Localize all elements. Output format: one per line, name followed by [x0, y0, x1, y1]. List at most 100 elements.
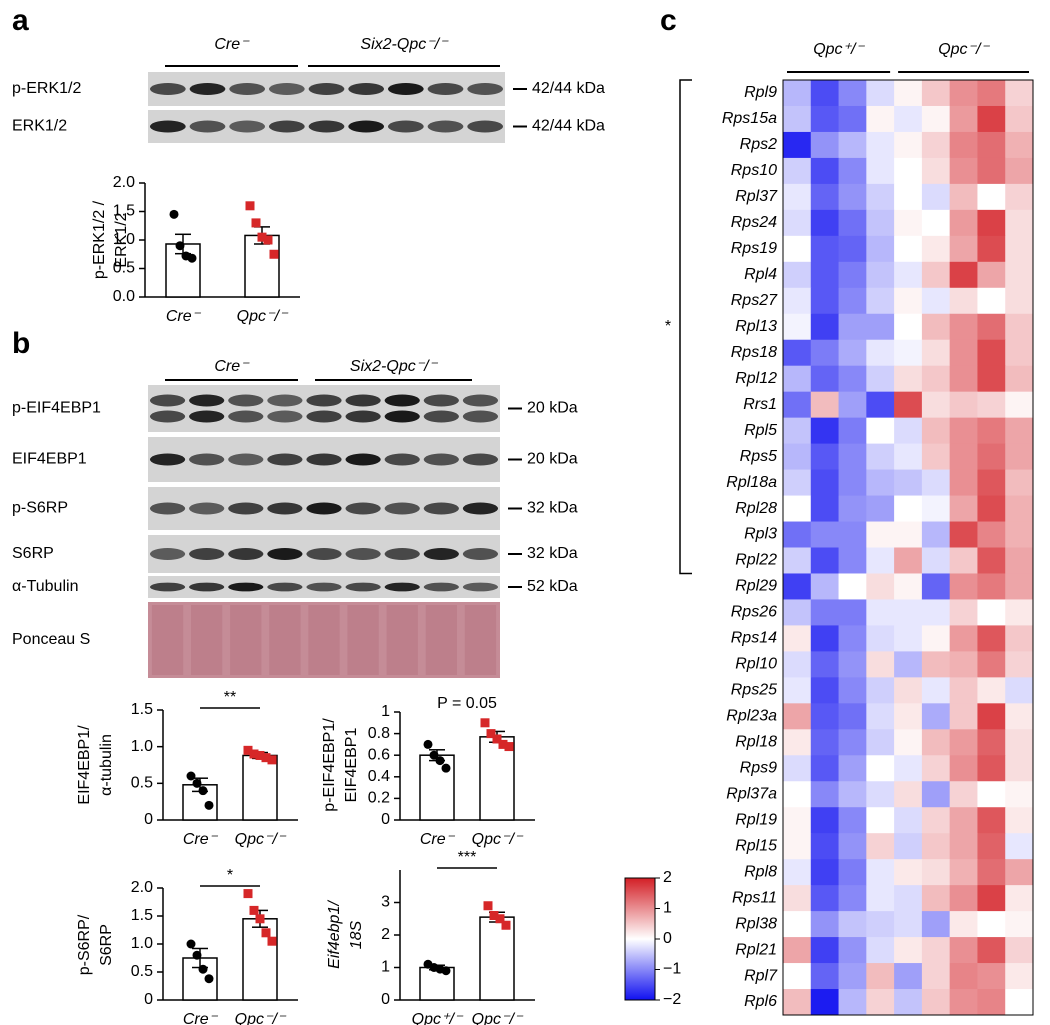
heatmap-cell: [783, 261, 812, 289]
blot-band: [149, 502, 186, 515]
heatmap-cell: [894, 417, 923, 445]
heatmap-cell: [783, 651, 812, 678]
heatmap-cell: [949, 937, 978, 964]
heatmap-cell: [810, 391, 840, 419]
heatmap-cell: [838, 339, 867, 367]
heatmap-cell: [783, 495, 812, 523]
heatmap-cell: [866, 157, 895, 185]
blot-image: [148, 602, 500, 678]
data-point: [489, 911, 499, 920]
heatmap-cell: [894, 105, 923, 133]
x-tick-label: Cre⁻: [420, 831, 456, 848]
group-label: Qpc⁺/⁻: [813, 41, 865, 58]
heatmap-cell: [921, 781, 951, 808]
heatmap-cell: [866, 391, 895, 419]
data-point: [187, 253, 197, 263]
heatmap-cell: [977, 781, 1006, 808]
heatmap-cell: [866, 261, 895, 289]
blot-band: [306, 502, 342, 515]
heatmap-cell: [783, 833, 812, 860]
heatmap-cell: [810, 599, 840, 626]
heatmap-cell: [783, 963, 812, 990]
heatmap-cell: [783, 677, 812, 704]
row-label: Rpl7: [744, 967, 778, 984]
heatmap-cell: [977, 131, 1006, 159]
row-label: Rpl22: [735, 552, 777, 569]
blot-band: [228, 453, 264, 466]
data-point: [263, 235, 273, 245]
heatmap-cell: [1005, 339, 1034, 367]
y-tick-label: 0: [144, 991, 153, 1008]
heatmap-cell: [921, 807, 951, 834]
blot-band: [423, 394, 459, 407]
heatmap-cell: [810, 937, 840, 964]
heatmap-cell: [866, 313, 895, 341]
colorbar: [624, 877, 656, 1001]
data-point: [504, 742, 514, 752]
heatmap-cell: [1005, 443, 1034, 471]
heatmap-cell: [949, 625, 978, 652]
heatmap-cell: [1005, 521, 1034, 548]
row-label: Rpl23a: [726, 708, 777, 725]
y-tick-label: 0.8: [368, 725, 390, 742]
heatmap-cell: [949, 963, 978, 990]
data-point: [441, 966, 451, 976]
group-label: Six2-Qpc⁻/⁻: [360, 36, 449, 53]
heatmap-cell: [1005, 365, 1034, 393]
heatmap-cell: [866, 105, 895, 133]
blot-band: [423, 548, 459, 560]
heatmap-cell: [977, 963, 1006, 990]
heatmap-cell: [894, 313, 923, 341]
heatmap-cell: [1005, 963, 1034, 990]
heatmap-cell: [949, 781, 978, 808]
heatmap-cell: [949, 573, 978, 600]
y-tick-label: 0: [381, 991, 390, 1008]
heatmap-cell: [810, 729, 840, 756]
heatmap-cell: [921, 287, 951, 315]
heatmap-cell: [810, 651, 840, 678]
y-axis-label: Eif4ebp1/: [326, 900, 343, 969]
heatmap-cell: [810, 495, 840, 523]
heatmap-cell: [894, 937, 923, 964]
heatmap-cell: [921, 391, 951, 419]
heatmap-cell: [894, 235, 923, 263]
heatmap-cell: [977, 755, 1006, 782]
blot-band: [228, 582, 264, 592]
y-tick-label: 0.5: [131, 963, 153, 980]
y-axis-label: p-ERK1/2 /: [91, 200, 108, 279]
heatmap-cell: [977, 573, 1006, 600]
heatmap-cell: [866, 287, 895, 315]
heatmap-cell: [810, 287, 840, 315]
size-label: 42/44 kDa: [532, 80, 605, 97]
heatmap-cell: [1005, 157, 1034, 185]
y-tick-label: 0: [144, 811, 153, 828]
heatmap-cell: [1005, 80, 1034, 107]
blot-band: [423, 453, 459, 466]
data-point: [483, 901, 493, 911]
heatmap-cell: [977, 157, 1006, 185]
y-tick-label: 1.0: [131, 935, 153, 952]
x-tick-label: Qpc⁺/⁻: [412, 1011, 464, 1025]
group-label: Six2-Qpc⁻/⁻: [350, 358, 439, 375]
blot-label: α-Tubulin: [12, 578, 78, 595]
row-label: Rps24: [731, 214, 777, 231]
heatmap-cell: [1005, 729, 1034, 756]
heatmap-cell: [977, 339, 1006, 367]
heatmap-cell: [783, 937, 812, 964]
blot-band: [228, 394, 264, 407]
y-tick-label: 0.2: [368, 790, 390, 807]
heatmap-cell: [1005, 651, 1034, 678]
heatmap-cell: [866, 807, 895, 834]
heatmap-cell: [866, 833, 895, 860]
blot-band: [467, 120, 504, 133]
blot-band: [189, 502, 225, 515]
heatmap-cell: [866, 443, 895, 471]
heatmap-cell: [866, 469, 895, 497]
y-tick-label: 1.0: [131, 738, 153, 755]
heatmap-cell: [949, 80, 978, 107]
blot-band: [345, 502, 381, 515]
y-tick-label: 2.0: [113, 174, 135, 191]
colorbar-tick-label: 0: [663, 930, 672, 947]
y-axis-label: ERK1/2: [113, 212, 130, 267]
